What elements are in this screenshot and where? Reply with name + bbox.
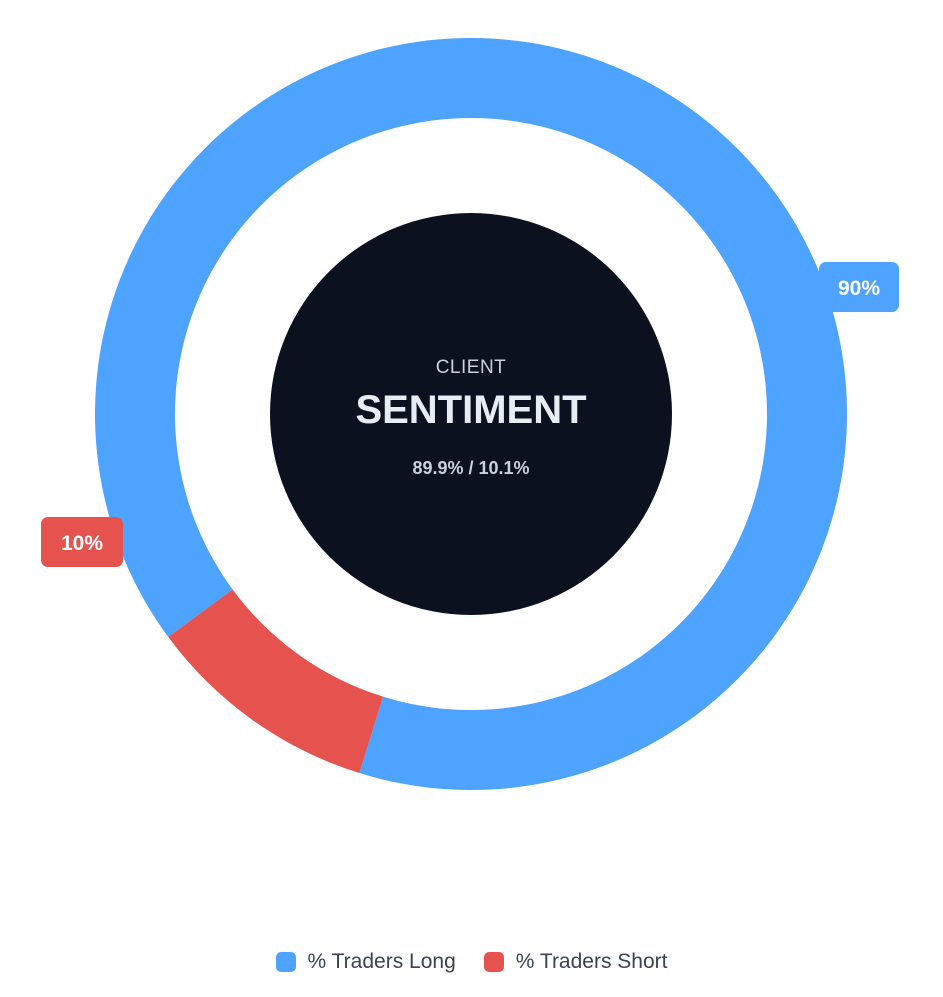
legend-item-long[interactable]: % Traders Long xyxy=(275,950,456,974)
data-labels: 90% 10% xyxy=(41,262,899,567)
data-label-bg-short xyxy=(41,517,123,567)
donut-slices xyxy=(94,37,847,791)
data-label-bg-long xyxy=(819,262,899,312)
center-circle xyxy=(270,213,672,615)
data-label-long: 90% xyxy=(819,262,899,312)
data-label-text-short: 10% xyxy=(61,532,103,555)
legend-item-short[interactable]: % Traders Short xyxy=(483,950,668,974)
data-label-text-long: 90% xyxy=(838,277,880,300)
legend: % Traders Long % Traders Short xyxy=(0,950,943,974)
data-label-short: 10% xyxy=(41,517,123,567)
center-subtitle: CLIENT xyxy=(436,357,507,378)
slice-short[interactable] xyxy=(168,589,384,774)
legend-swatch-short xyxy=(483,952,504,972)
legend-label-long: % Traders Long xyxy=(307,950,456,973)
legend-label-short: % Traders Short xyxy=(515,950,668,973)
center-title: SENTIMENT xyxy=(355,388,586,432)
center-values: 89.9% / 10.1% xyxy=(412,458,529,478)
legend-swatch-long xyxy=(275,952,296,972)
